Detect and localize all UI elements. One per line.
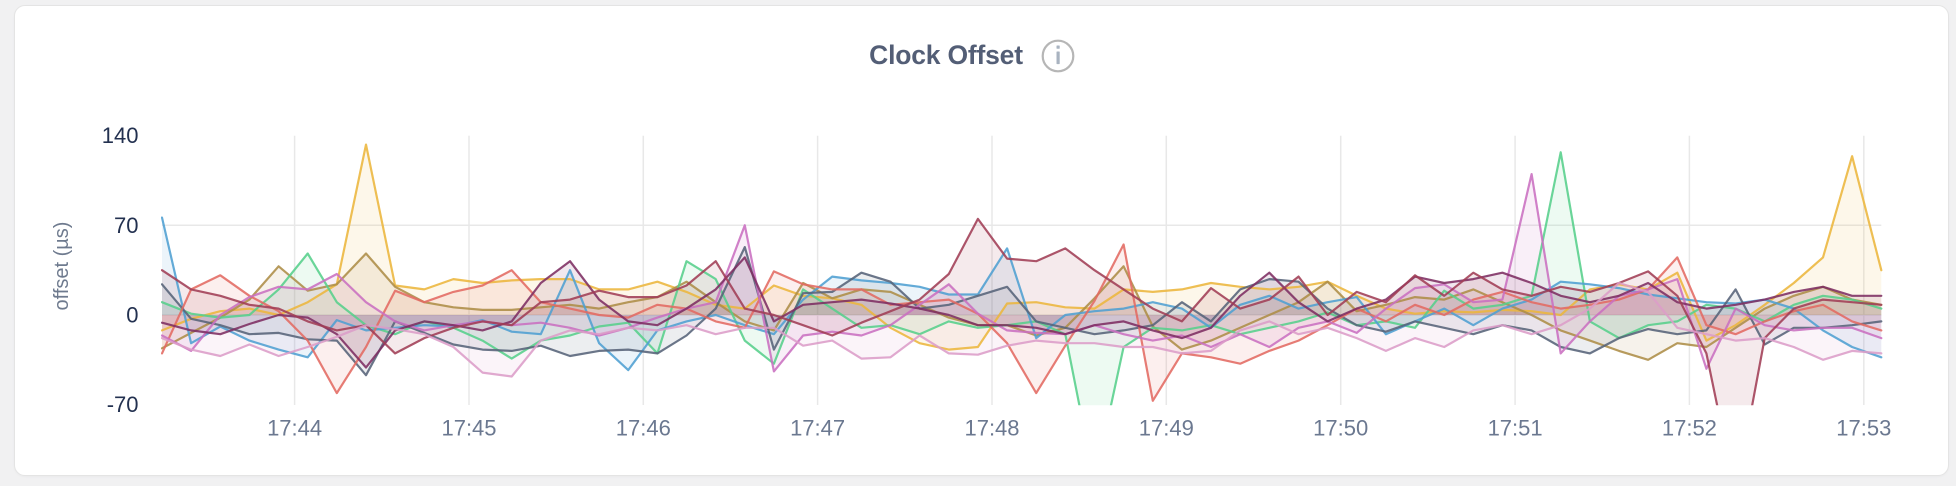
svg-text:17:44: 17:44 [267,416,322,441]
svg-text:offset (µs): offset (µs) [51,222,73,311]
svg-text:70: 70 [114,213,138,238]
svg-text:17:51: 17:51 [1488,416,1543,441]
svg-text:0: 0 [126,303,138,328]
svg-text:17:53: 17:53 [1836,416,1891,441]
svg-text:17:49: 17:49 [1139,416,1194,441]
svg-text:140: 140 [102,123,139,148]
svg-text:17:46: 17:46 [616,416,671,441]
svg-text:17:50: 17:50 [1313,416,1368,441]
svg-text:17:52: 17:52 [1662,416,1717,441]
svg-text:17:45: 17:45 [441,416,496,441]
svg-text:17:48: 17:48 [964,416,1019,441]
svg-text:17:47: 17:47 [790,416,845,441]
svg-text:-70: -70 [107,392,139,417]
